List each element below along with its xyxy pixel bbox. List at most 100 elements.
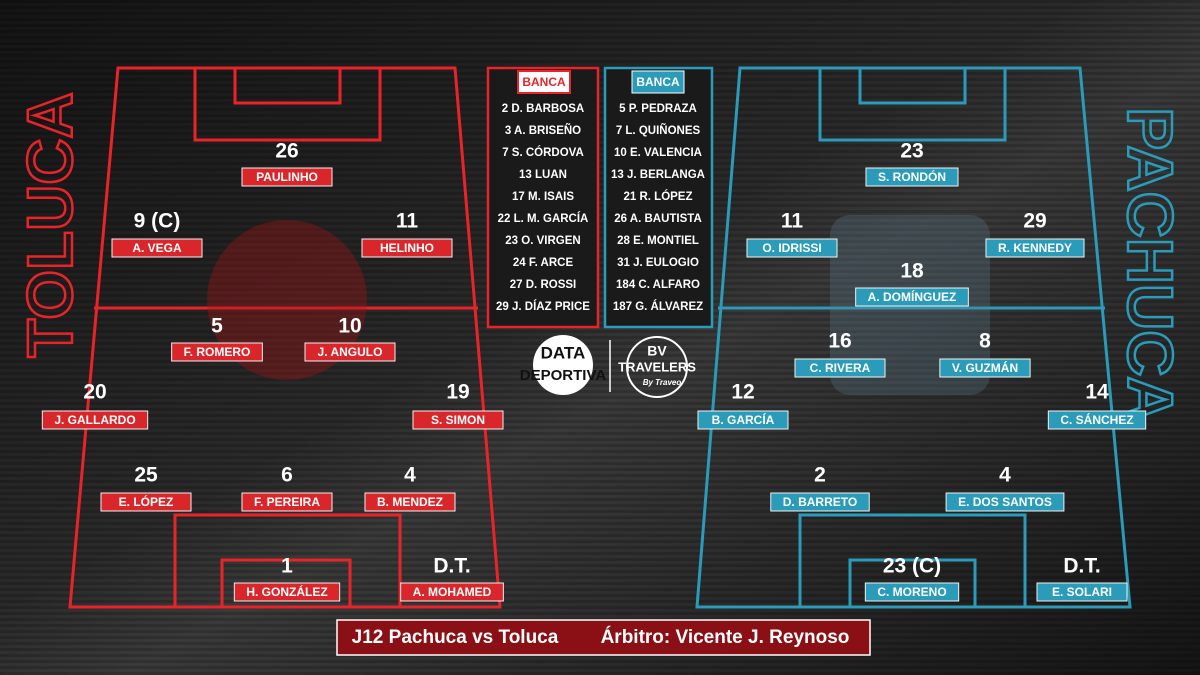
bench-player: 26 A. BAUTISTA xyxy=(614,213,702,225)
footer-match: J12 Pachuca vs Toluca xyxy=(352,627,559,648)
bench-player: 13 LUAN xyxy=(519,169,567,181)
player-name: J. ANGULO xyxy=(318,345,383,359)
logo-text: DATA xyxy=(541,343,586,362)
bench-player: 10 E. VALENCIA xyxy=(614,147,702,159)
bench-title-box xyxy=(517,70,571,94)
player-label-box xyxy=(361,238,453,258)
player-number: 11 xyxy=(781,210,804,233)
player-name: H. GONZÁLEZ xyxy=(246,584,327,599)
player-label-box xyxy=(364,492,456,512)
bench-player: 7 S. CÓRDOVA xyxy=(502,146,584,159)
bench-player: 28 E. MONTIEL xyxy=(617,235,699,247)
toluca-crest xyxy=(207,220,367,380)
player-name: J. GALLARDO xyxy=(54,413,135,427)
player-label-box xyxy=(171,342,263,362)
player-number: 20 xyxy=(83,381,106,404)
player-label-box xyxy=(1036,582,1128,602)
player-number: 14 xyxy=(1085,381,1109,404)
footer-box xyxy=(336,619,871,656)
player-number: 19 xyxy=(446,381,469,404)
player-number: 23 (C) xyxy=(883,555,941,578)
player-label-box xyxy=(939,358,1031,378)
player-name: S. SIMON xyxy=(431,413,485,427)
player-name: A. MOHAMED xyxy=(413,585,492,599)
footer-referee: Árbitro: Vicente J. Reynoso xyxy=(601,626,850,648)
player-number: 2 xyxy=(814,464,826,487)
player-number: 23 xyxy=(900,140,923,163)
player-label-box xyxy=(100,492,192,512)
player-number: 12 xyxy=(731,381,754,404)
player-label-box xyxy=(111,238,203,258)
player-label-box xyxy=(233,582,341,602)
bench-player: 23 O. VIRGEN xyxy=(505,235,580,247)
player-number: D.T. xyxy=(433,555,470,578)
player-name: E. LÓPEZ xyxy=(119,494,174,509)
logo-text: TRAVELERS xyxy=(618,359,696,374)
bench-player: 184 C. ALFARO xyxy=(616,279,700,291)
player-label-box xyxy=(1047,410,1147,430)
player-number: 10 xyxy=(338,315,361,338)
player-number: 6 xyxy=(281,464,293,487)
player-name: A. VEGA xyxy=(132,241,182,255)
player-number: D.T. xyxy=(1063,555,1100,578)
bench-player: 17 M. ISAIS xyxy=(512,191,574,203)
logo-text: BV xyxy=(647,343,667,359)
bench-player: 29 J. DÍAZ PRICE xyxy=(496,300,590,313)
logo-text: DEPORTIVA xyxy=(520,367,607,384)
bench-player: 5 P. PEDRAZA xyxy=(619,103,697,115)
bench-player: 21 R. LÓPEZ xyxy=(623,190,692,203)
player-number: 8 xyxy=(979,330,991,353)
player-label-box xyxy=(855,287,969,307)
bench-player: 2 D. BARBOSA xyxy=(502,103,584,115)
bench-title: BANCA xyxy=(522,75,566,89)
bench-title-box xyxy=(631,70,685,94)
player-name: F. ROMERO xyxy=(184,345,251,359)
player-name: E. DOS SANTOS xyxy=(958,495,1052,509)
player-name: C. SÁNCHEZ xyxy=(1060,412,1133,427)
player-name: C. MORENO xyxy=(877,585,946,599)
player-name: B. MENDEZ xyxy=(377,495,443,509)
player-name: B. GARCÍA xyxy=(712,412,775,427)
player-number: 29 xyxy=(1023,210,1046,233)
logo-text: By Traveo xyxy=(643,378,682,387)
bench-player: 3 A. BRISEÑO xyxy=(505,124,581,137)
player-number: 18 xyxy=(900,260,924,283)
bench-player: 22 L. M. GARCÍA xyxy=(498,212,589,225)
player-label-box xyxy=(41,410,149,430)
player-label-box xyxy=(412,410,504,430)
logo-badge xyxy=(533,335,593,395)
player-number: 9 (C) xyxy=(134,210,181,233)
player-name: S. RONDÓN xyxy=(878,169,946,184)
player-label-box xyxy=(746,238,838,258)
player-name: PAULINHO xyxy=(256,170,318,184)
bench-player: 27 D. ROSSI xyxy=(510,279,576,291)
player-label-box xyxy=(794,358,886,378)
team-name: PACHUCA xyxy=(1114,107,1186,422)
player-number: 4 xyxy=(999,464,1011,487)
logo-ring xyxy=(626,336,688,398)
player-name: C. RIVERA xyxy=(810,361,871,375)
player-label-box xyxy=(864,582,960,602)
player-number: 1 xyxy=(281,555,293,578)
bench-player: 187 G. ÁLVAREZ xyxy=(613,300,703,313)
player-number: 5 xyxy=(211,315,223,338)
player-number: 25 xyxy=(134,464,158,487)
player-label-box xyxy=(241,492,333,512)
bench-box xyxy=(486,66,600,329)
player-name: D. BARRETO xyxy=(783,495,857,509)
player-label-box xyxy=(945,492,1065,512)
player-name: O. IDRISSI xyxy=(762,241,821,255)
player-number: 11 xyxy=(396,210,419,233)
bench-player: 13 J. BERLANGA xyxy=(611,169,705,181)
player-label-box xyxy=(697,410,789,430)
bench-player: 24 F. ARCE xyxy=(513,257,574,269)
player-name: A. DOMÍNGUEZ xyxy=(868,289,957,304)
player-label-box xyxy=(400,582,504,602)
bench-player: 31 J. EULOGIO xyxy=(617,257,699,269)
player-label-box xyxy=(241,167,333,187)
team-name: TOLUCA xyxy=(14,92,86,357)
player-label-box xyxy=(865,167,959,187)
player-number: 4 xyxy=(404,464,416,487)
player-name: F. PEREIRA xyxy=(254,495,320,509)
bench-title: BANCA xyxy=(636,75,680,89)
